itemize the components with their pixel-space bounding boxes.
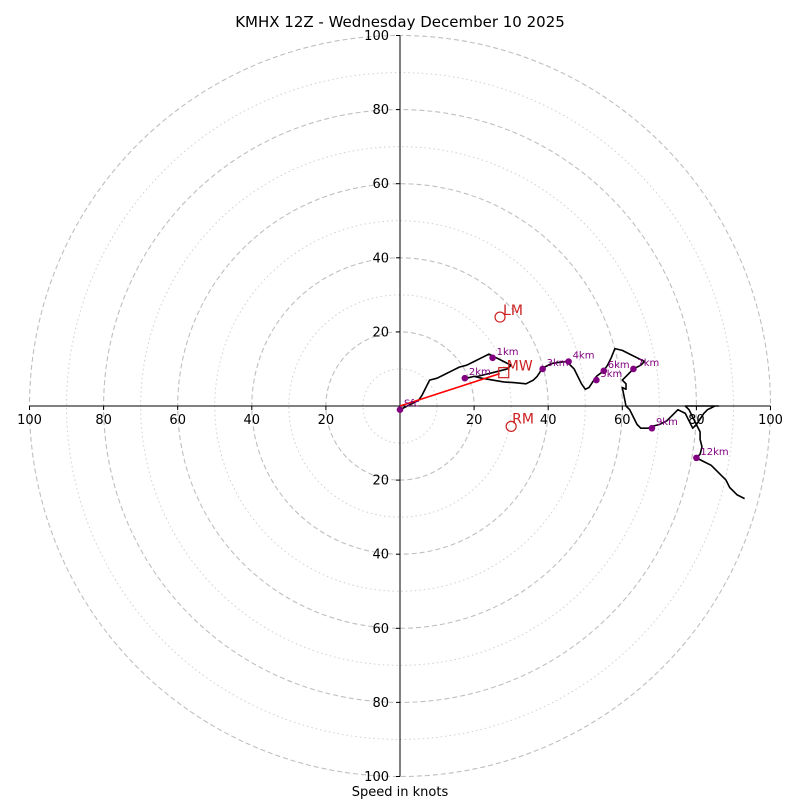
height-marker-label: 7km (637, 358, 659, 369)
height-marker-2km (461, 374, 469, 382)
height-marker-label: 6km (608, 360, 630, 371)
height-marker-label: 9km (656, 417, 678, 428)
y-tick-label: 80 (372, 103, 389, 118)
storm-motion-group: MW LM RM (399, 303, 534, 432)
x-tick-label: 20 (466, 413, 483, 428)
y-tick-label: 100 (364, 29, 389, 44)
y-tick-label: 40 (372, 548, 389, 563)
left-mover-label: LM (503, 303, 523, 319)
height-marker-label: 1km (497, 347, 519, 358)
mean-wind-label: MW (507, 359, 533, 375)
height-marker-5km (593, 376, 600, 384)
height-marker-1km (489, 354, 496, 362)
height-marker-9km (648, 424, 656, 432)
hodograph-trace (399, 347, 745, 500)
x-tick-label: 100 (758, 413, 783, 428)
x-tick-label: 80 (95, 413, 112, 428)
height-marker-4km (565, 358, 572, 365)
x-tick-label: 60 (169, 413, 186, 428)
height-marker-12km (693, 454, 700, 462)
x-tick-label: 60 (614, 413, 631, 428)
x-tick-label: 100 (17, 413, 42, 428)
x-tick-label: 40 (540, 413, 557, 428)
right-mover-marker (505, 420, 517, 432)
y-tick-label: 40 (372, 251, 389, 266)
height-marker-6km (600, 367, 608, 375)
height-marker-label: 4km (573, 351, 595, 362)
height-marker-3km (539, 365, 546, 373)
x-axis-label: Speed in knots (352, 785, 449, 800)
y-tick-label: 80 (372, 696, 389, 711)
chart-title: KMHX 12Z - Wednesday December 10 2025 (235, 13, 565, 31)
y-tick-label: 100 (364, 770, 389, 785)
height-marker-Sfc (396, 406, 404, 414)
mean-wind-vector (399, 372, 500, 407)
mean-wind-marker (498, 367, 510, 379)
y-tick-label: 60 (372, 622, 389, 637)
y-tick-label: 20 (372, 474, 389, 489)
height-marker-label: 3km (547, 358, 569, 369)
right-mover-label: RM (512, 411, 534, 427)
left-mover-marker (494, 311, 506, 323)
height-marker-7km (630, 365, 637, 373)
height-marker-label: 5km (600, 369, 622, 380)
y-tick-label: 20 (372, 325, 389, 340)
tick-labels: 100 80 60 40 20 20 40 60 80 100100806040202040608… (17, 29, 783, 785)
height-marker-label: Sfc (404, 399, 419, 410)
height-marker-label: 2km (469, 367, 491, 378)
hodograph-trace-group (399, 347, 745, 500)
x-tick-label: 40 (244, 413, 261, 428)
y-tick-label: 60 (372, 177, 389, 192)
x-tick-label: 20 (318, 413, 335, 428)
height-marker-label: 12km (700, 447, 728, 458)
